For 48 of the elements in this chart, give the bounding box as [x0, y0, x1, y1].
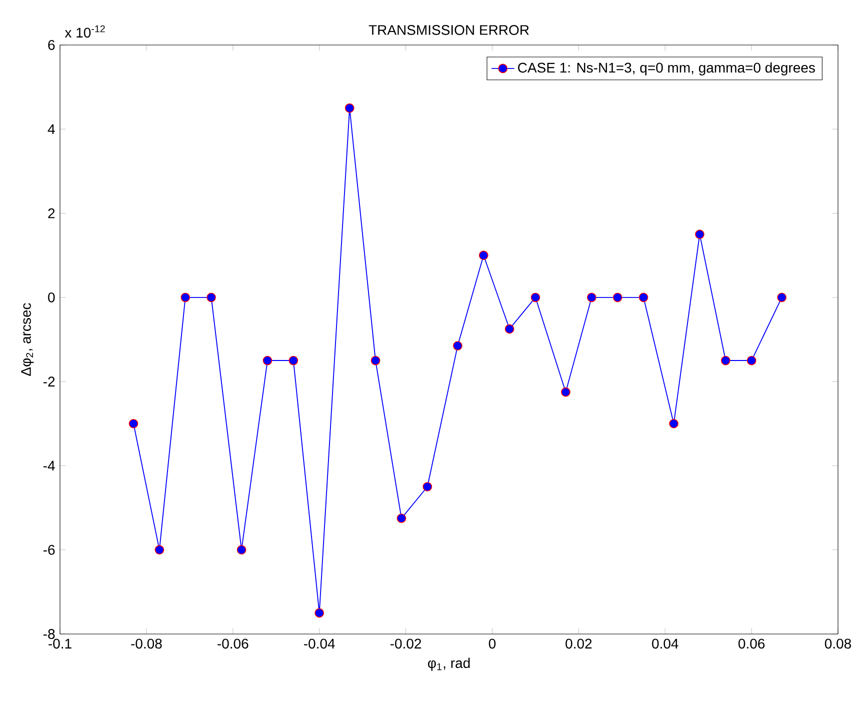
x-tick-label: -0.02 [390, 638, 422, 649]
point [478, 250, 488, 260]
x-tick-label: -0.04 [304, 638, 335, 649]
x-tick-label: -0.08 [131, 638, 162, 649]
x-tick-label: 0.02 [566, 638, 592, 649]
x-axis-title: φ$_{1}$, rad [428, 658, 470, 671]
point [154, 545, 164, 555]
point [530, 292, 540, 302]
x-tick-label: 0 [488, 638, 496, 649]
x-tick-label: 0.06 [738, 638, 765, 649]
y-tick-label: -6 [43, 544, 55, 555]
y-tick-label: -2 [43, 376, 55, 386]
point [344, 103, 354, 113]
point [777, 292, 786, 302]
point [638, 292, 648, 302]
chart-title: TRANSMISSION ERROR [368, 25, 529, 35]
y-tick-label: 4 [48, 124, 55, 134]
legend-label: CASE 1: Ns-N1=3, q=0 mm, gamma=0 degrees [518, 62, 815, 76]
text: x 10$^{-12}$ [64, 25, 105, 38]
point [236, 545, 246, 555]
point [128, 418, 138, 428]
y-tick-label: 6 [48, 40, 55, 50]
point [452, 341, 462, 350]
point [180, 292, 190, 302]
x-tick-label: -0.06 [218, 638, 248, 649]
point [612, 292, 622, 302]
y-tick-label: -8 [43, 629, 55, 639]
point [695, 230, 704, 239]
y-tick-label: 2 [48, 208, 55, 218]
point [746, 356, 756, 366]
point [669, 418, 678, 428]
x-tick-label: -0.1 [48, 638, 72, 649]
point [206, 292, 216, 302]
point [422, 482, 432, 492]
point [504, 324, 514, 334]
y-tick-label: 0 [48, 292, 55, 302]
point [288, 356, 298, 366]
y-tick-label: -4 [43, 460, 55, 471]
point [262, 356, 272, 366]
point [396, 514, 406, 523]
point [561, 387, 570, 397]
point [720, 356, 730, 366]
y-axis-title: Δφ$_{2}$, arcsec [21, 303, 34, 376]
point [370, 356, 380, 366]
point [586, 292, 596, 302]
point [314, 608, 324, 618]
x-tick-label: 0.04 [652, 638, 678, 649]
x-tick-label: 0.08 [824, 638, 852, 649]
